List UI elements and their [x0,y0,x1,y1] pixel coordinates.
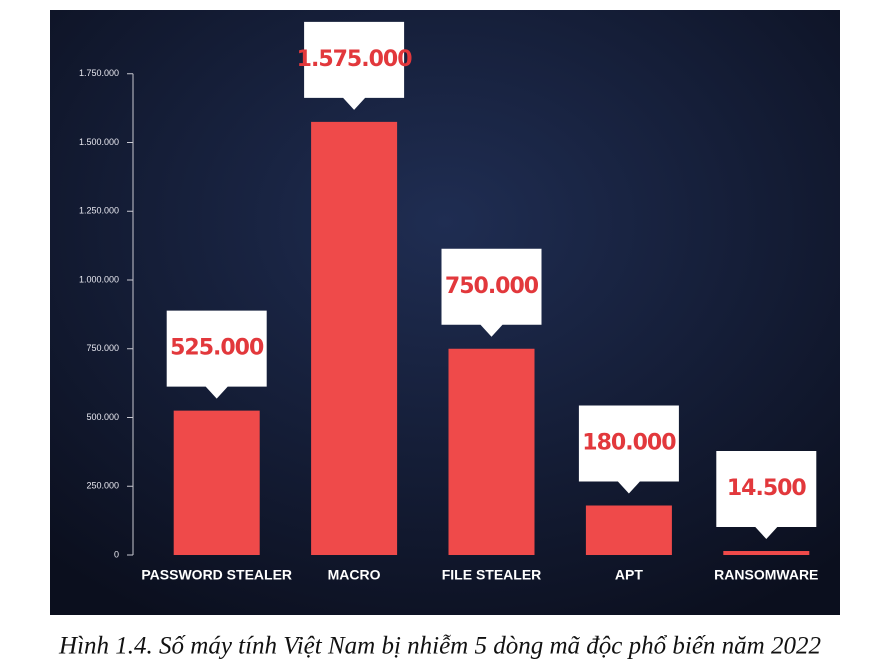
value-label: 14.500 [727,476,807,501]
y-tick-label: 1.000.000 [79,274,119,284]
y-tick-label: 250.000 [86,481,119,491]
x-tick-label: MACRO [328,567,381,583]
bar [173,410,260,555]
callout-box [716,451,817,540]
callout-box [304,21,405,110]
value-label: 1.575.000 [297,47,413,72]
y-tick-label: 1.250.000 [79,206,119,216]
x-tick-label: FILE STEALER [442,567,542,583]
y-tick-label: 0 [114,549,119,559]
bar [723,551,810,555]
y-tick-label: 1.750.000 [79,68,119,78]
caption: Hình 1.4. Số máy tính Việt Nam bị nhiễm … [58,633,821,660]
x-tick-label: RANSOMWARE [714,567,818,583]
callout-box [441,248,542,337]
callout-box [578,405,679,494]
x-tick-label: PASSWORD STEALER [141,567,292,583]
x-tick-label: APT [615,567,643,583]
callout-box [166,310,267,399]
value-label: 750.000 [445,274,539,299]
y-tick-label: 500.000 [86,412,119,422]
bar [311,121,398,555]
value-label: 180.000 [582,431,676,456]
bar [448,348,535,555]
y-tick-label: 1.500.000 [79,137,119,147]
y-tick-label: 750.000 [86,343,119,353]
value-label: 525.000 [170,336,264,361]
bar [585,505,672,555]
